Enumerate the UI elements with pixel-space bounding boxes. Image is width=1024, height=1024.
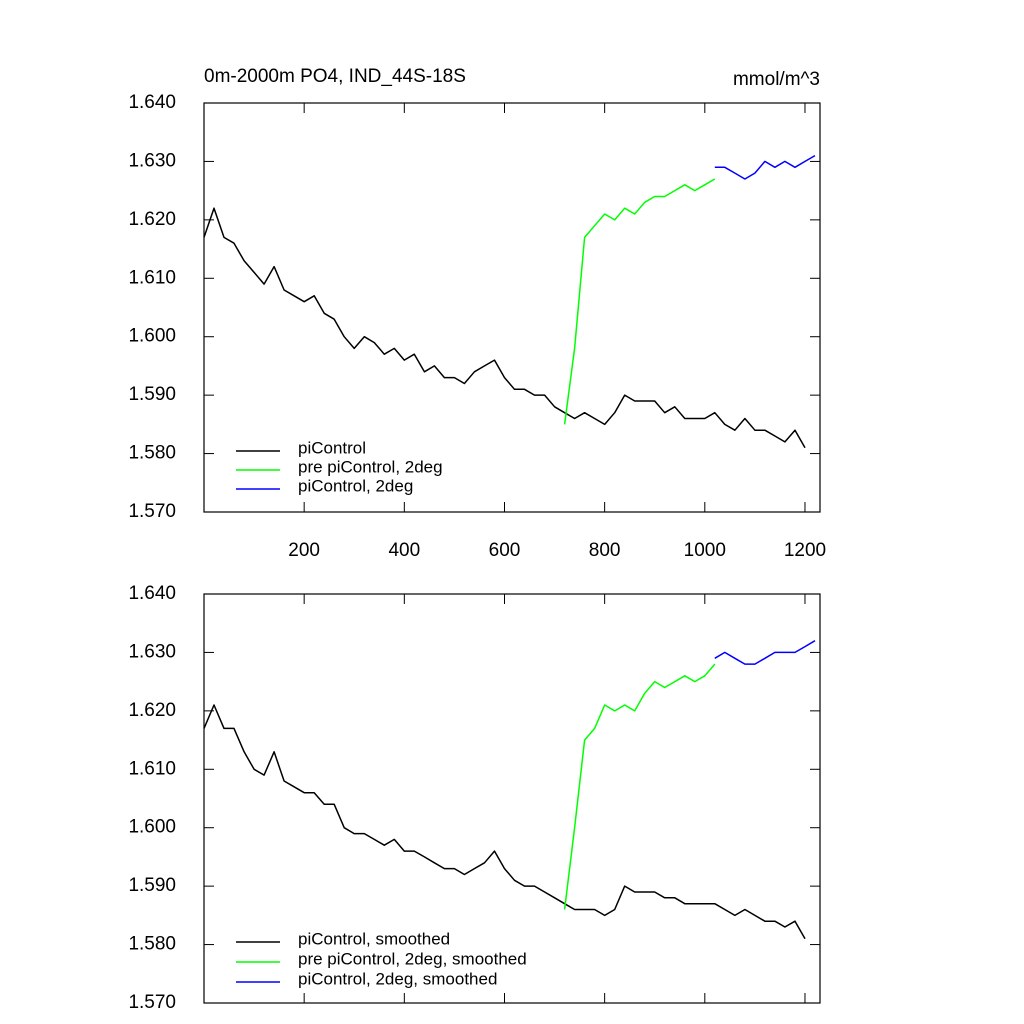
legend-label: pre piControl, 2deg, smoothed <box>298 949 527 968</box>
x-tick-label: 600 <box>489 540 521 561</box>
x-tick-label: 1200 <box>784 540 826 561</box>
y-tick-label: 1.590 <box>128 875 176 896</box>
y-tick-label: 1.610 <box>128 267 176 288</box>
series-line <box>203 207 806 449</box>
legend-label: pre piControl, 2deg <box>298 457 443 476</box>
series-line <box>714 154 816 180</box>
units-label: mmol/m^3 <box>733 69 820 90</box>
y-tick-label: 1.640 <box>128 583 176 604</box>
y-tick-label: 1.590 <box>128 384 176 405</box>
x-tick-label: 1000 <box>684 540 726 561</box>
y-tick-label: 1.630 <box>128 150 176 171</box>
series-line <box>563 663 716 910</box>
y-tick-label: 1.570 <box>128 501 176 522</box>
plot-frame <box>203 102 821 513</box>
y-tick-label: 1.600 <box>128 817 176 838</box>
y-tick-label: 1.640 <box>128 92 176 113</box>
y-tick-label: 1.610 <box>128 758 176 779</box>
y-tick-label: 1.620 <box>128 209 176 230</box>
y-tick-label: 1.630 <box>128 641 176 662</box>
series-line <box>714 640 816 665</box>
x-tick-label: 200 <box>288 540 320 561</box>
y-tick-label: 1.580 <box>128 443 176 464</box>
legend-label: piControl, 2deg <box>298 476 413 495</box>
legend-label: piControl, smoothed <box>298 929 450 948</box>
series-line <box>203 704 806 940</box>
y-tick-label: 1.580 <box>128 934 176 955</box>
x-tick-label: 400 <box>388 540 420 561</box>
y-tick-label: 1.570 <box>128 992 176 1013</box>
y-tick-label: 1.620 <box>128 700 176 721</box>
legend-label: piControl, 2deg, smoothed <box>298 969 497 988</box>
plot-frame <box>203 593 821 1004</box>
y-tick-label: 1.600 <box>128 326 176 347</box>
legend-label: piControl <box>298 438 366 457</box>
chart-title: 0m-2000m PO4, IND_44S-18S <box>204 66 466 87</box>
x-tick-label: 800 <box>589 540 621 561</box>
series-line <box>563 178 716 425</box>
